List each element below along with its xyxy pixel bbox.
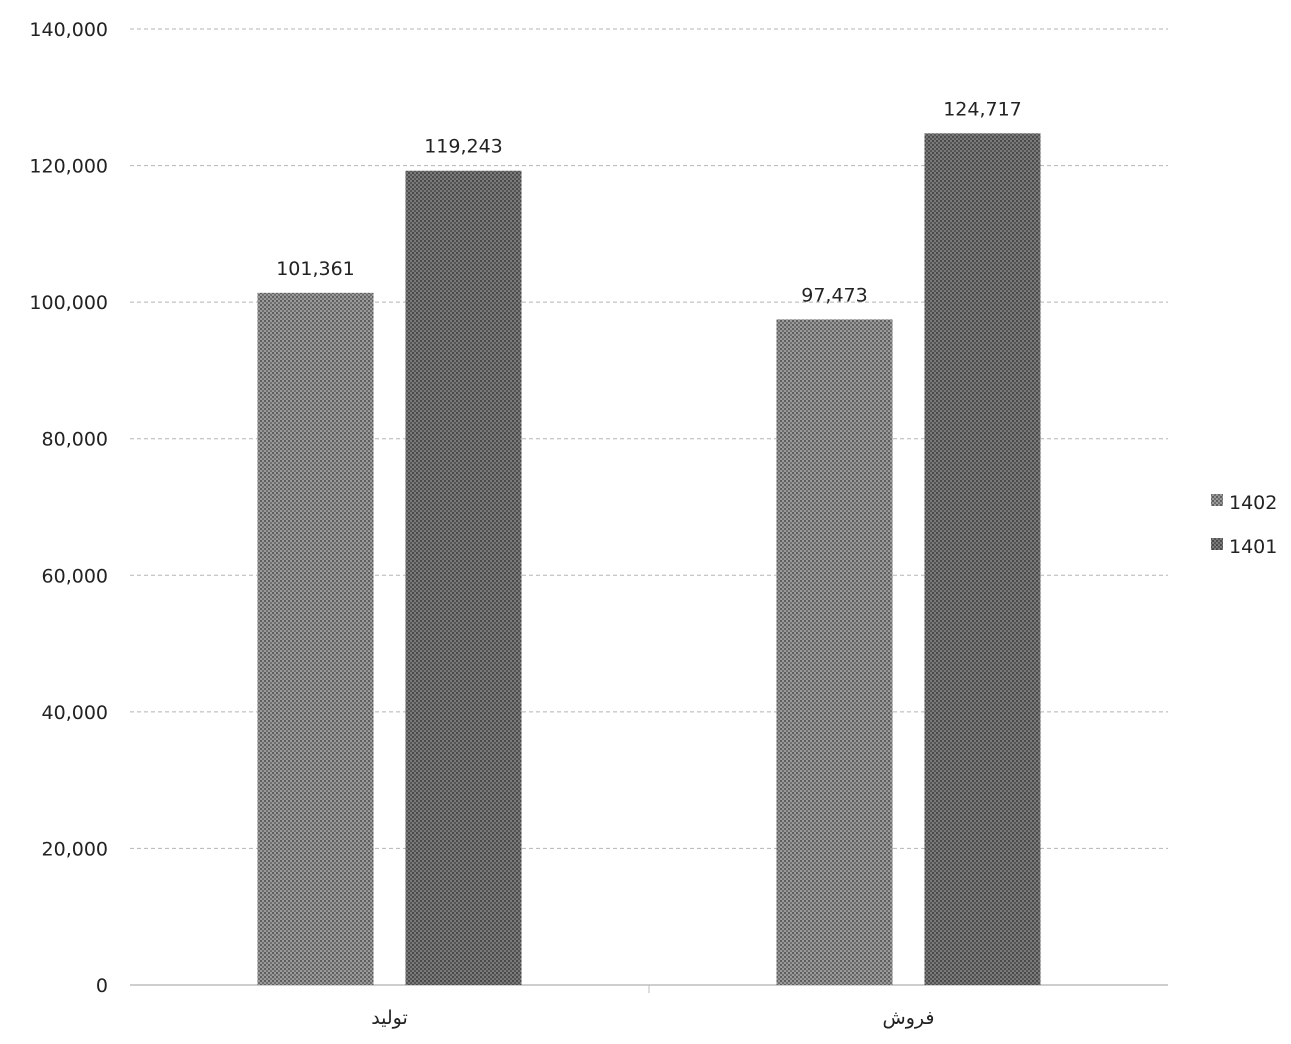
bar — [405, 170, 522, 985]
data-label: 124,717 — [943, 98, 1022, 120]
y-axis-ticks: 0 20,000 40,000 60,000 80,000 100,000 120,000 1… — [29, 19, 108, 997]
y-tick-label: 140,000 — [29, 19, 108, 41]
bar — [776, 319, 893, 985]
y-tick-label: 120,000 — [29, 156, 108, 178]
bar — [257, 292, 374, 985]
legend-swatch — [1211, 494, 1223, 506]
data-label: 119,243 — [424, 136, 503, 158]
y-tick-label: 40,000 — [42, 702, 108, 724]
data-label: 97,473 — [801, 284, 867, 306]
y-tick-label: 20,000 — [42, 838, 108, 860]
data-label: 101,361 — [276, 258, 355, 280]
y-tick-label: 0 — [96, 975, 108, 997]
legend-label: 1401 — [1229, 536, 1277, 558]
bar — [924, 133, 1041, 985]
bars — [257, 133, 1041, 985]
x-axis-categories: تولید فروش — [371, 1007, 934, 1029]
legend: 1402 1401 — [1211, 492, 1277, 558]
x-category-label: فروش — [883, 1007, 935, 1029]
legend-label: 1402 — [1229, 492, 1277, 514]
x-category-label: تولید — [371, 1007, 408, 1029]
y-tick-label: 60,000 — [42, 565, 108, 587]
legend-swatch — [1211, 538, 1223, 550]
y-tick-label: 100,000 — [29, 292, 108, 314]
data-labels: 101,361 119,243 97,473 124,717 — [276, 98, 1022, 306]
y-tick-label: 80,000 — [42, 429, 108, 451]
